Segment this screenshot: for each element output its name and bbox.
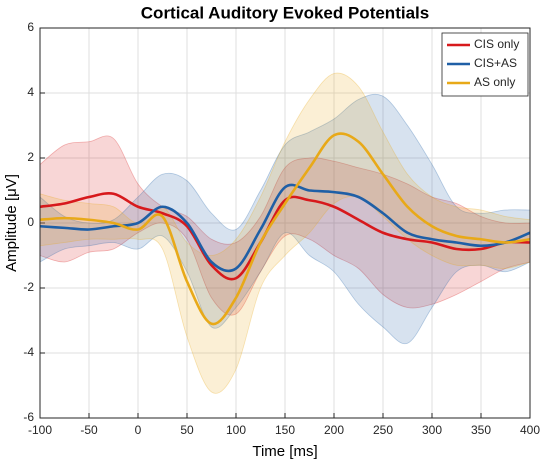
x-tick-label: 250	[373, 423, 393, 437]
x-tick-label: 200	[324, 423, 344, 437]
x-tick-label: -50	[80, 423, 98, 437]
chart-title: Cortical Auditory Evoked Potentials	[141, 3, 429, 22]
y-tick-label: 4	[27, 85, 34, 99]
y-axis-label: Amplitude [μV]	[3, 174, 20, 272]
x-tick-label: 100	[226, 423, 246, 437]
y-tick-label: -4	[23, 345, 34, 359]
line	[39, 192, 531, 281]
line	[39, 132, 531, 326]
y-tick-label: -2	[23, 280, 34, 294]
legend-label: AS only	[474, 75, 515, 89]
x-tick-label: 400	[520, 423, 540, 437]
x-tick-label: 50	[180, 423, 194, 437]
y-tick-label: -6	[23, 410, 34, 424]
x-tick-label: 0	[135, 423, 142, 437]
x-axis-label: Time [ms]	[252, 443, 317, 460]
y-tick-label: 6	[27, 20, 34, 34]
y-tick-label: 2	[27, 150, 34, 164]
legend-label: CIS+AS	[474, 56, 517, 70]
x-tick-label: 150	[275, 423, 295, 437]
plot-frame	[39, 27, 531, 419]
x-tick-label: 350	[471, 423, 491, 437]
y-tick-label: 0	[27, 215, 34, 229]
legend-label: CIS only	[474, 37, 519, 51]
x-tick-label: 300	[422, 423, 442, 437]
x-tick-label: -100	[28, 423, 52, 437]
